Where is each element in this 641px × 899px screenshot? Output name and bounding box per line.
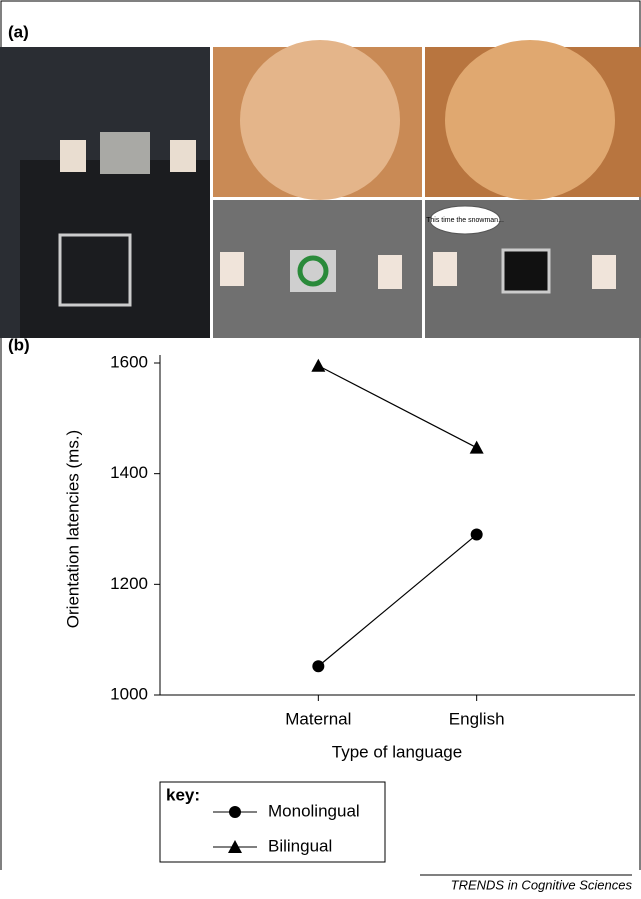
marker — [469, 440, 484, 454]
legend-title: key: — [166, 785, 200, 804]
photo-monitor — [100, 132, 150, 174]
series-line — [317, 534, 478, 667]
y-tick-label: 1200 — [110, 574, 148, 593]
y-tick-label: 1400 — [110, 463, 148, 482]
legend-label: Bilingual — [268, 836, 332, 855]
photo-picture — [220, 252, 244, 286]
photo-panel: This time the snowman... — [0, 40, 641, 338]
footer: TRENDS in Cognitive Sciences — [451, 877, 633, 892]
legend-label: Monolingual — [268, 801, 360, 820]
photo-floor — [20, 160, 210, 338]
marker — [229, 806, 241, 818]
photo-picture — [433, 252, 457, 286]
photo-monitor — [501, 248, 551, 294]
x-tick-label: Maternal — [285, 709, 351, 728]
series-line — [318, 365, 477, 449]
marker — [311, 358, 326, 372]
marker — [312, 660, 325, 673]
photo-face — [445, 40, 615, 200]
marker — [470, 528, 483, 541]
photo-picture — [378, 255, 402, 289]
x-tick-label: English — [449, 709, 505, 728]
photo-picture — [592, 255, 616, 289]
marker — [228, 840, 242, 853]
photo-seat — [58, 233, 132, 307]
photo-caption: This time the snowman... — [426, 217, 504, 224]
figure-border — [0, 0, 641, 870]
y-axis-label: Orientation latencies (ms.) — [63, 430, 82, 628]
photo-face — [240, 40, 400, 200]
legend-box — [159, 781, 386, 863]
panel-label: (b) — [8, 335, 30, 354]
speech-bubble — [429, 205, 501, 235]
photo-target — [297, 255, 329, 287]
photo-picture — [60, 140, 86, 172]
y-tick-label: 1600 — [110, 352, 148, 371]
photo-picture — [170, 140, 196, 172]
x-axis-label: Type of language — [332, 742, 462, 761]
y-tick-label: 1000 — [110, 684, 148, 703]
panel-label: (a) — [8, 22, 29, 41]
